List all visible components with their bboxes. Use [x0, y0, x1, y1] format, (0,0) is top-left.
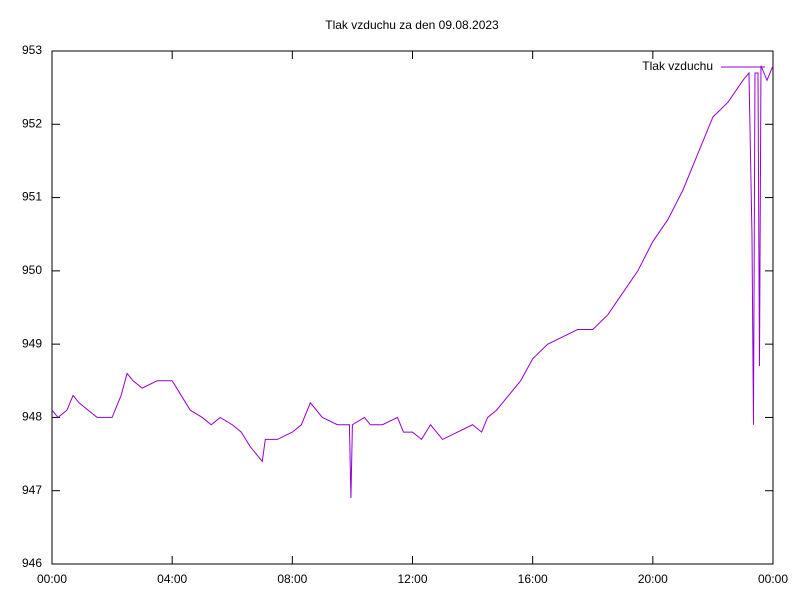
- y-tick-label: 950: [22, 263, 42, 277]
- x-tick-label: 00:00: [37, 572, 67, 586]
- legend-label: Tlak vzduchu: [642, 59, 713, 73]
- data-line: [51, 65, 774, 499]
- y-tick-label: 948: [22, 410, 42, 424]
- y-tick-label: 951: [22, 190, 42, 204]
- chart-title: Tlak vzduchu za den 09.08.2023: [325, 18, 499, 32]
- y-tick-label: 947: [22, 483, 42, 497]
- x-tick-label: 16:00: [518, 572, 548, 586]
- y-tick-label: 949: [22, 336, 42, 350]
- x-tick-label: 20:00: [638, 572, 668, 586]
- y-tick-label: 952: [22, 116, 42, 130]
- x-tick-label: 00:00: [758, 572, 788, 586]
- x-tick-label: 08:00: [277, 572, 307, 586]
- y-tick-label: 946: [22, 556, 42, 570]
- x-tick-label: 12:00: [397, 572, 427, 586]
- x-tick-label: 04:00: [157, 572, 187, 586]
- y-tick-label: 953: [22, 43, 42, 57]
